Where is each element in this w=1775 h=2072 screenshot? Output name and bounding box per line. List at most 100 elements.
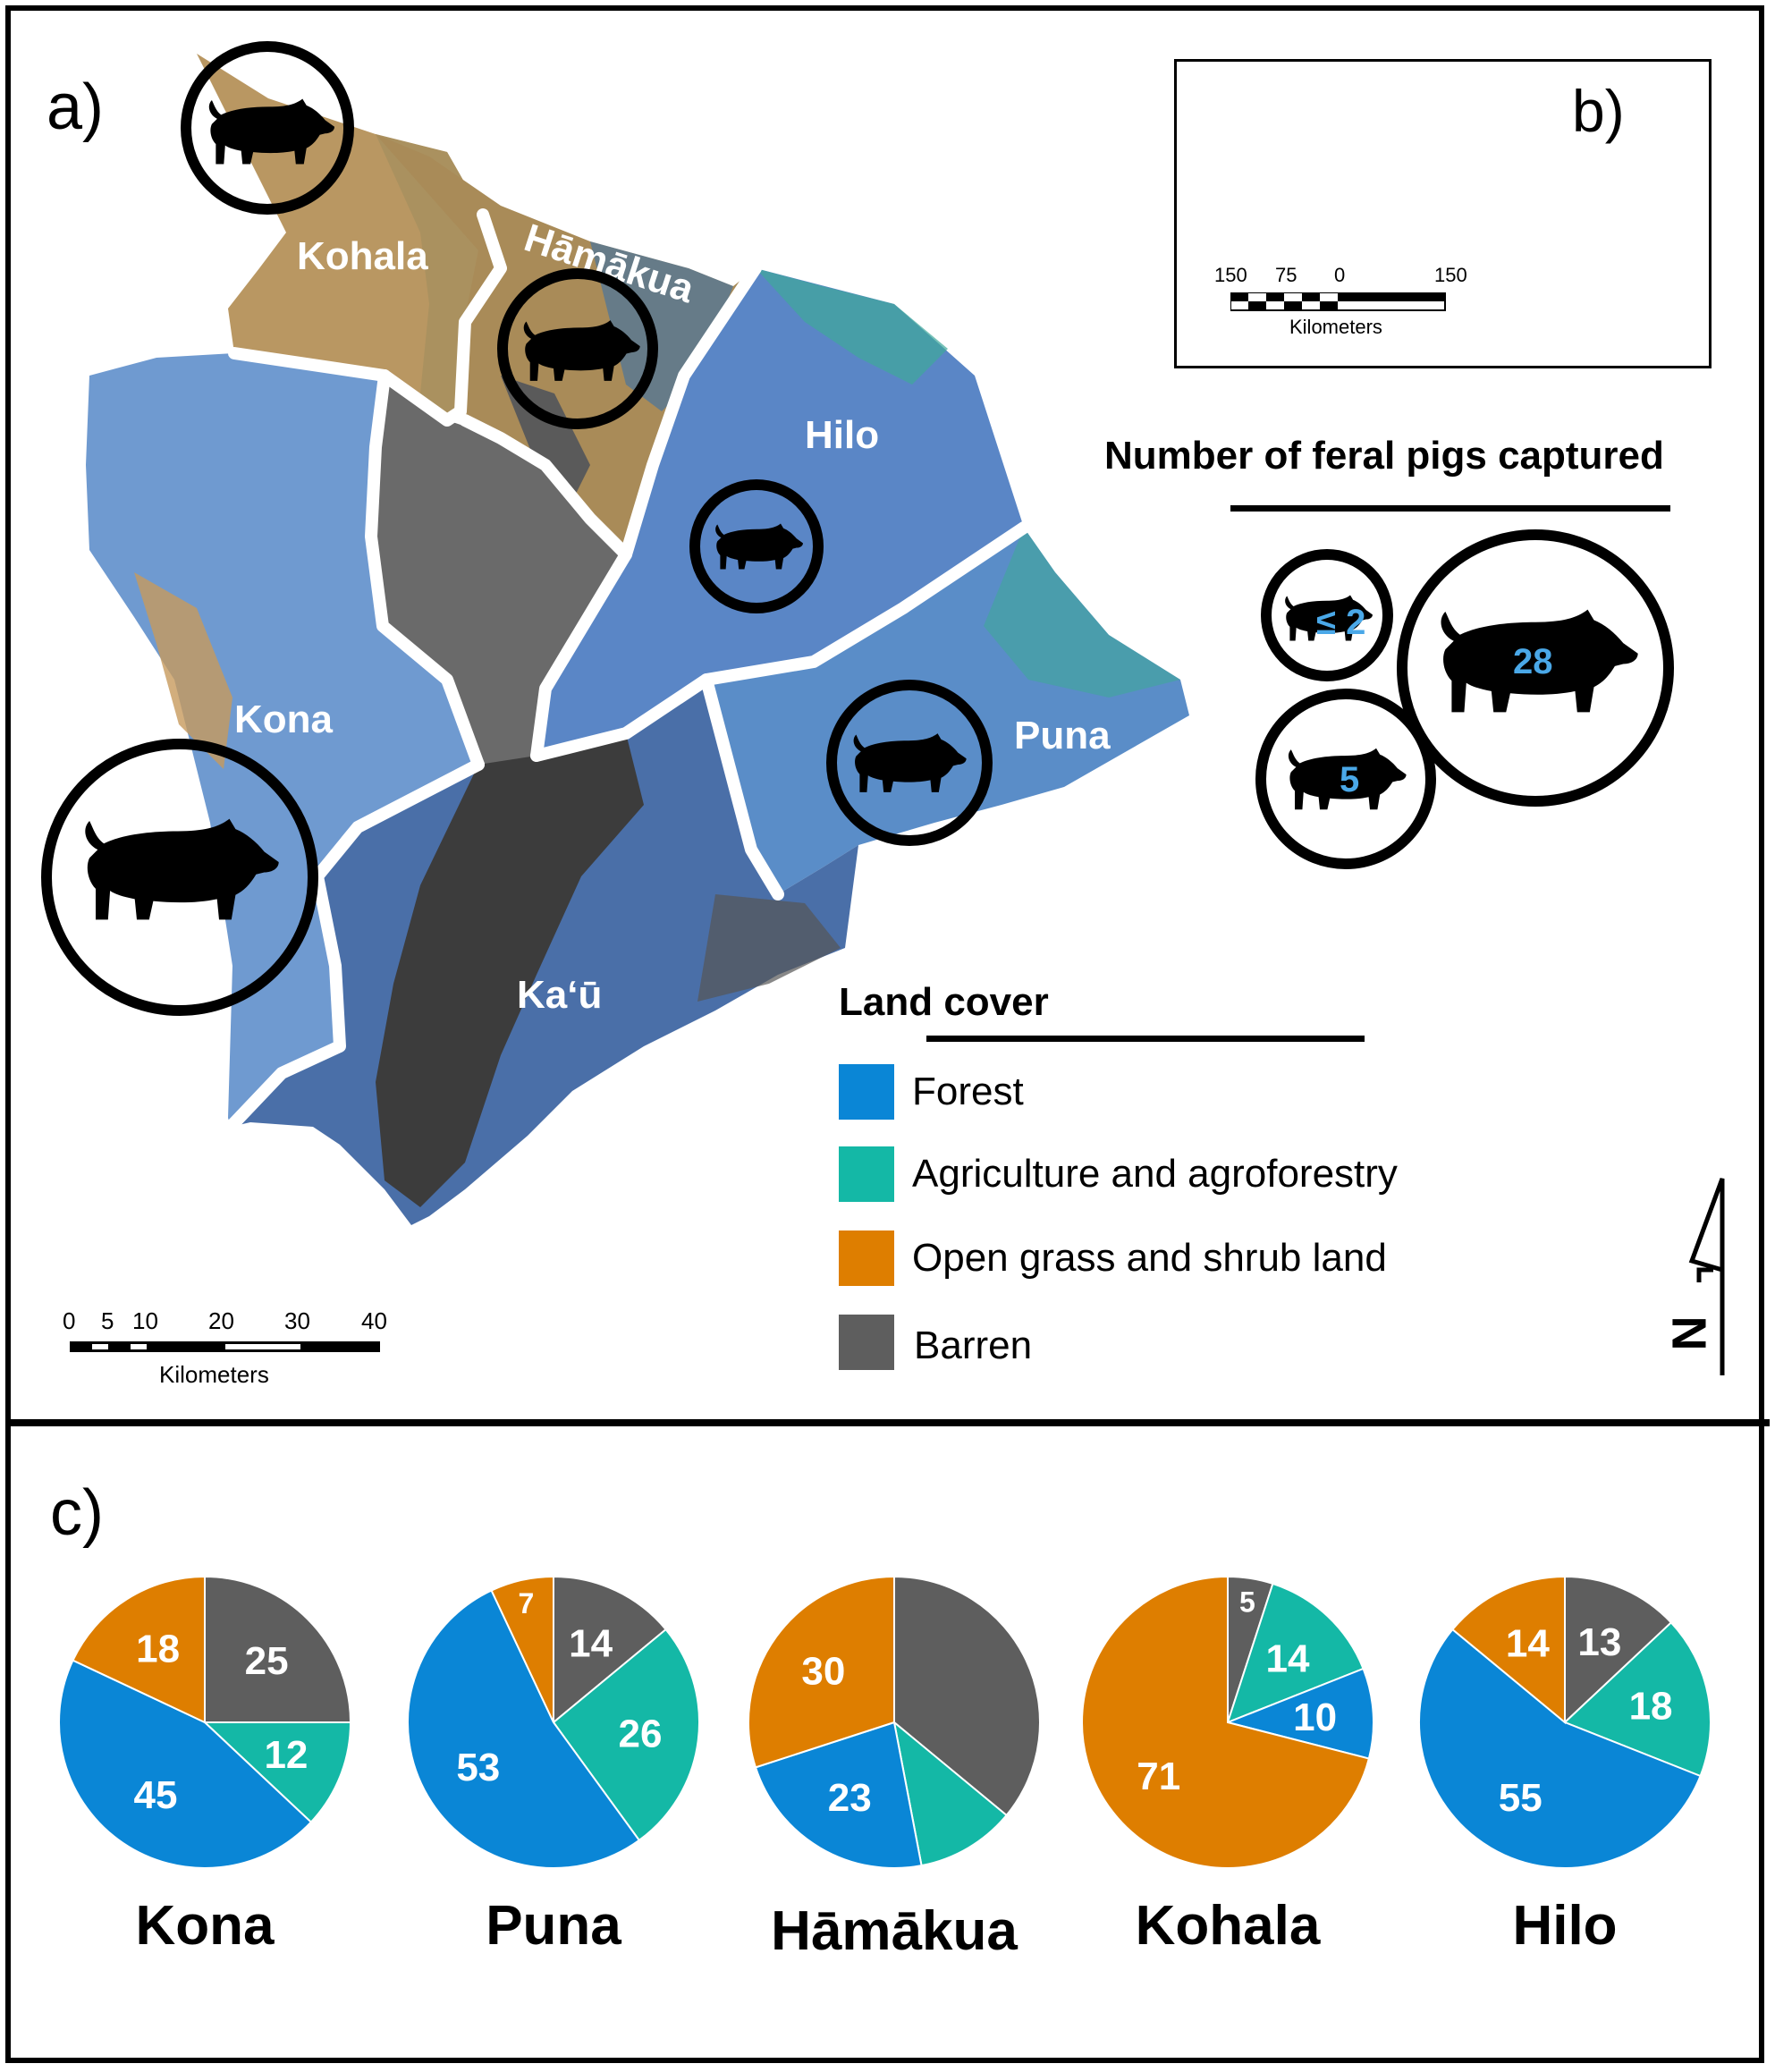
district-boundaries — [224, 208, 1030, 1133]
pie-value-label: 14 — [1506, 1622, 1550, 1666]
main-scale-tick-30: 30 — [284, 1307, 310, 1334]
pie-slice-open — [72, 1575, 206, 1724]
pig-icon — [202, 95, 336, 168]
pie-value-label: 55 — [1499, 1776, 1543, 1820]
legend-label-agriculture: Agriculture and agroforestry — [912, 1152, 1398, 1196]
legend-label-barren: Barren — [914, 1324, 1033, 1367]
pie-value-label: 30 — [801, 1650, 845, 1694]
inset-map-box: b) 150 75 0 150 Kilometers — [1174, 59, 1712, 368]
pie-title: Hāmākua — [771, 1900, 1018, 1962]
panel-c-label: c) — [50, 1477, 104, 1549]
pie-slice-forest — [1418, 1628, 1702, 1869]
pie-title: Kona — [135, 1895, 275, 1957]
pie-slice-agriculture — [202, 1721, 352, 1823]
pie-value-label: 10 — [1293, 1696, 1337, 1739]
capture-legend-medium-count: 5 — [1340, 760, 1360, 799]
main-scale-tick-20: 20 — [208, 1307, 234, 1334]
legend-label-forest: Forest — [912, 1070, 1024, 1113]
pie-title: Puna — [486, 1895, 621, 1957]
capture-legend-large: 28 — [1397, 529, 1674, 807]
big-island-map — [70, 54, 1645, 1352]
land-cover-rule — [926, 1036, 1365, 1042]
pie-slice-open — [1450, 1575, 1566, 1725]
pie-value-label: 71 — [1137, 1755, 1180, 1798]
pig-icon — [848, 730, 968, 796]
pig-icon — [75, 812, 281, 926]
region-kona-area — [86, 353, 478, 1127]
capture-legend-small-count: ≤ 2 — [1316, 603, 1366, 642]
pie-slice-agriculture — [1226, 1582, 1365, 1724]
pie-value-label: 26 — [619, 1712, 663, 1755]
main-scale-tick-10: 10 — [132, 1307, 158, 1334]
pie-value-label: 18 — [136, 1627, 180, 1670]
pie-value-label: 23 — [828, 1776, 872, 1820]
pie-value-label: 53 — [456, 1746, 500, 1789]
region-label-kona: Kona — [234, 698, 333, 741]
legend-swatch-forest — [839, 1064, 894, 1120]
pie-value-label: 25 — [245, 1639, 289, 1683]
main-scale-bar — [70, 1341, 380, 1352]
pie-slice-forest — [754, 1721, 923, 1869]
main-scale-unit: Kilometers — [159, 1361, 269, 1388]
main-scale-tick-5: 5 — [101, 1307, 114, 1334]
pie-value-label: 14 — [1265, 1637, 1309, 1681]
pie-value-label: 12 — [264, 1733, 308, 1777]
pie-slice-agriculture — [552, 1628, 700, 1842]
inset-scale-tick-75: 75 — [1275, 264, 1297, 286]
inset-scale-unit: Kilometers — [1289, 316, 1382, 338]
pie-slice-open — [490, 1575, 554, 1723]
pie-slice-barren — [1564, 1575, 1673, 1725]
panel-b-label: b) — [1572, 78, 1625, 144]
region-label-kau: Ka‘ū — [517, 973, 603, 1017]
pie-kohala: 5 14 10 71 — [1081, 1575, 1374, 1869]
inset-scale-tick-150-right: 150 — [1434, 264, 1467, 286]
pie-title: Kohala — [1135, 1895, 1321, 1957]
region-label-hilo: Hilo — [805, 413, 880, 457]
pie-kona: 25 12 45 18 — [58, 1575, 352, 1869]
capture-legend-large-count: 28 — [1513, 642, 1553, 681]
region-label-kohala: Kohala — [297, 234, 428, 278]
capture-circle-hilo — [689, 479, 824, 613]
land-cover-title: Land cover — [839, 980, 1049, 1024]
pie-slice-agriculture — [1563, 1621, 1712, 1778]
legend-swatch-barren — [839, 1315, 894, 1370]
north-arrow-letter: N — [1662, 1315, 1717, 1351]
capture-legend-title: Number of feral pigs captured — [1104, 434, 1664, 478]
region-label-puna: Puna — [1014, 714, 1111, 757]
pie-slice-open — [748, 1575, 895, 1769]
legend-swatch-agriculture — [839, 1146, 894, 1202]
pie-value-label: 14 — [569, 1622, 613, 1666]
pie-hmkua: 23 30 — [748, 1575, 1041, 1869]
inset-scale-tick-0: 0 — [1334, 264, 1346, 286]
main-scale-tick-40: 40 — [361, 1307, 387, 1334]
capture-circle-kohala — [181, 41, 354, 215]
figure-frame — [5, 5, 1764, 2063]
pie-value-label: 13 — [1577, 1620, 1621, 1664]
pie-slice-barren — [553, 1575, 668, 1725]
capture-circle-puna — [826, 680, 993, 846]
pie-value-label: 7 — [519, 1587, 535, 1620]
panel-divider — [5, 1419, 1770, 1426]
pie-title: Hilo — [1512, 1895, 1618, 1957]
pie-slice-forest — [1224, 1667, 1374, 1760]
pie-slice-barren — [204, 1575, 352, 1723]
pie-value-label: 5 — [1239, 1586, 1255, 1619]
pig-icon — [711, 520, 804, 572]
capture-legend-small: ≤ 2 — [1261, 549, 1393, 681]
capture-legend-rule — [1230, 505, 1670, 512]
pig-icon — [517, 317, 642, 385]
main-scale-tick-0: 0 — [63, 1307, 76, 1334]
panel-a-label: a) — [46, 72, 105, 143]
pie-slice-agriculture — [892, 1720, 1009, 1867]
pie-slice-forest — [407, 1589, 641, 1869]
region-central-barren — [371, 376, 626, 769]
pie-slice-barren — [893, 1575, 1041, 1817]
legend-swatch-grass — [839, 1231, 894, 1286]
inset-scale-tick-150-left: 150 — [1214, 264, 1247, 286]
north-arrow-icon — [1688, 1178, 1725, 1375]
inset-scale-bar — [1230, 292, 1446, 311]
pie-value-label: 18 — [1629, 1685, 1673, 1729]
pie-slice-forest — [58, 1659, 313, 1869]
pie-puna: 14 26 53 7 — [407, 1575, 700, 1869]
